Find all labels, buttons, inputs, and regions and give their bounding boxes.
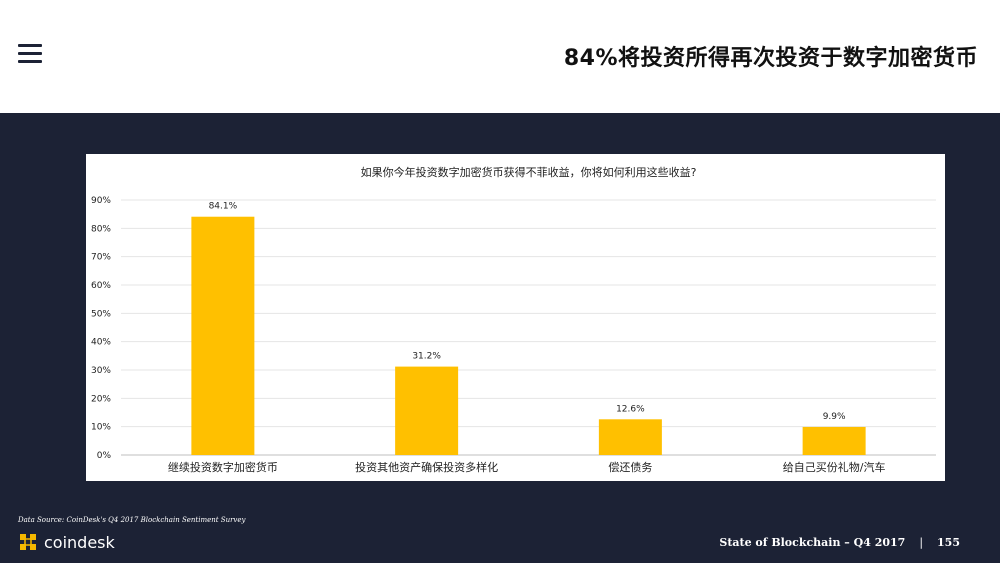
bar xyxy=(802,426,866,455)
y-tick-label: 40% xyxy=(91,338,111,348)
x-tick-label: 偿还债务 xyxy=(608,460,652,474)
y-tick-label: 0% xyxy=(97,451,112,461)
y-tick-label: 90% xyxy=(91,196,111,206)
y-tick-label: 10% xyxy=(91,423,111,433)
page-number: 155 xyxy=(937,536,960,549)
data-label: 84.1% xyxy=(209,202,238,212)
data-label: 31.2% xyxy=(412,352,441,362)
coindesk-logo-icon xyxy=(20,534,36,550)
y-tick-label: 60% xyxy=(91,281,111,291)
x-tick-label: 投资其他资产确保投资多样化 xyxy=(355,460,498,474)
page-title: 84%将投资所得再次投资于数字加密货币 xyxy=(563,46,978,71)
y-tick-label: 20% xyxy=(91,394,111,404)
chart-title: 如果你今年投资数字加密货币获得不菲收益，你将如何利用这些收益? xyxy=(361,165,697,179)
x-tick-label: 给自己买份礼物/汽车 xyxy=(783,460,886,474)
coindesk-logo: coindesk xyxy=(18,532,115,552)
data-label: 12.6% xyxy=(616,404,645,414)
menu-icon[interactable] xyxy=(18,44,42,64)
footer-separator: | xyxy=(919,536,924,549)
data-label: 9.9% xyxy=(823,412,846,422)
y-tick-label: 80% xyxy=(91,224,111,234)
chart-card: 如果你今年投资数字加密货币获得不菲收益，你将如何利用这些收益? 0% 10% 20% 3… xyxy=(86,154,945,481)
footer-info: State of Blockchain – Q4 2017 | 155 xyxy=(719,536,960,549)
y-tick-label: 70% xyxy=(91,253,111,263)
header: 84%将投资所得再次投资于数字加密货币 xyxy=(0,0,1000,113)
brand-name: coindesk xyxy=(44,532,115,552)
y-tick-label: 50% xyxy=(91,309,111,319)
data-source-note: Data Source: CoinDesk's Q4 2017 Blockcha… xyxy=(18,516,246,524)
x-tick-label: 继续投资数字加密货币 xyxy=(168,460,278,474)
bar xyxy=(191,216,255,455)
report-name: State of Blockchain – Q4 2017 xyxy=(719,536,906,549)
y-tick-label: 30% xyxy=(91,366,111,376)
bar-chart: 如果你今年投资数字加密货币获得不菲收益，你将如何利用这些收益? 0% 10% 20% 3… xyxy=(91,165,936,474)
bar xyxy=(395,366,459,455)
bar xyxy=(598,419,662,455)
